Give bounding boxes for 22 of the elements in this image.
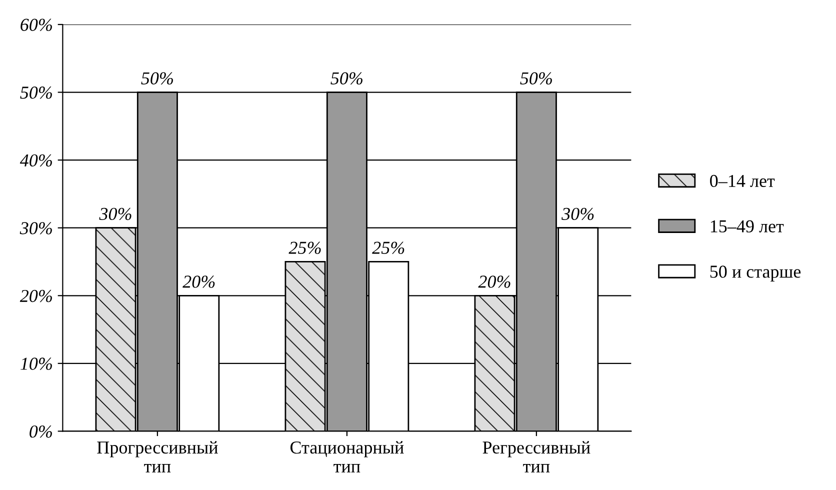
legend-label: 50 и старше: [710, 266, 801, 282]
y-tick-label: 10%: [20, 358, 52, 370]
legend-label: 15–49 лет: [710, 220, 784, 232]
y-tick-label: 50%: [20, 86, 52, 99]
data-label: 50%: [330, 72, 362, 85]
data-label: 30%: [562, 208, 594, 220]
data-label: 50%: [141, 72, 173, 85]
data-label: 25%: [288, 242, 321, 254]
data-label: 20%: [182, 276, 215, 288]
data-label: 50%: [520, 72, 552, 85]
x-tick-label: Прогрессивный тип: [97, 441, 218, 472]
legend-label: 0–14 лет: [710, 174, 775, 188]
y-tick-label: 0%: [30, 425, 52, 438]
data-label: 25%: [372, 242, 404, 254]
x-tick-label: Стационарный тип: [290, 441, 404, 472]
data-label: 20%: [478, 276, 510, 288]
y-tick-label: 30%: [20, 222, 52, 234]
y-tick-label: 60%: [20, 18, 52, 31]
y-tick-label: 20%: [20, 290, 52, 302]
y-tick-label: 40%: [20, 154, 52, 167]
data-label: 30%: [99, 208, 132, 220]
x-tick-label: Регрессивный тип: [482, 441, 590, 472]
